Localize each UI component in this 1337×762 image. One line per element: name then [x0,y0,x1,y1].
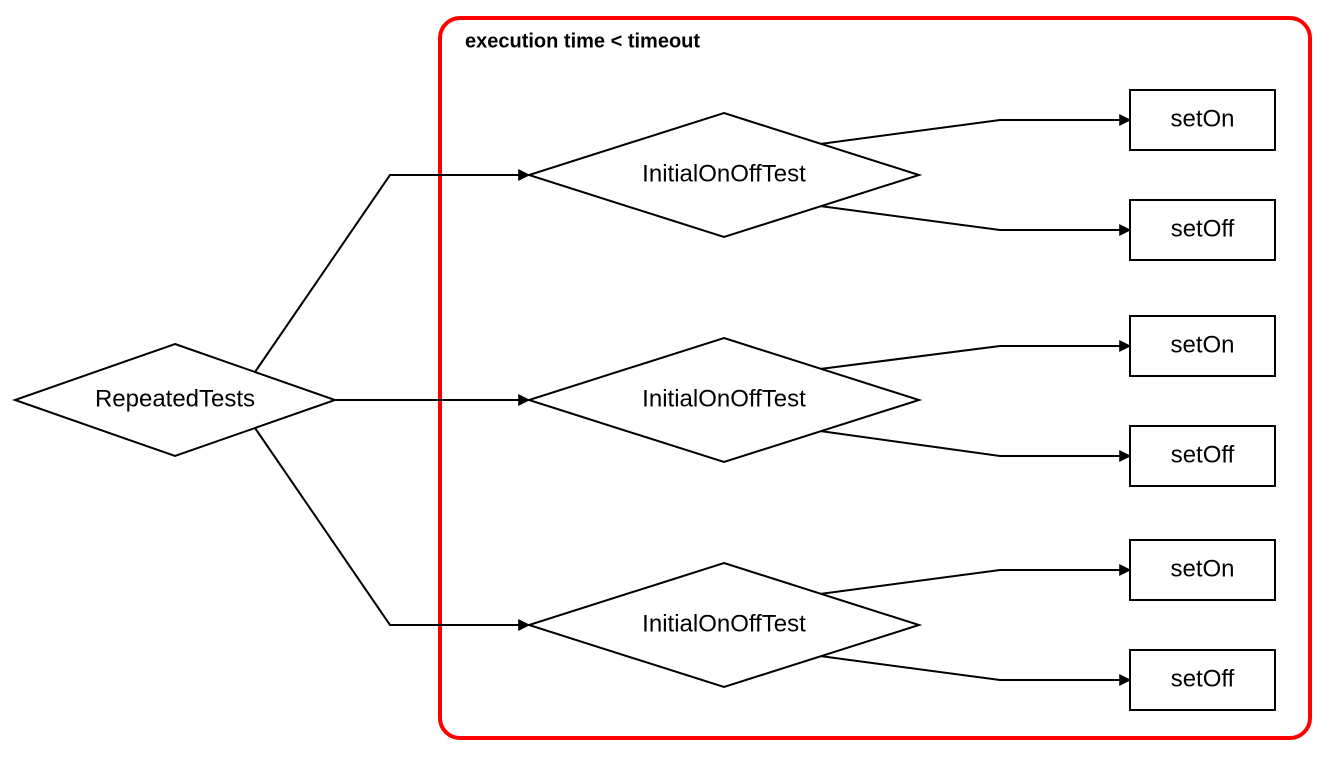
edge [255,175,529,372]
process-node: setOn [1130,316,1275,376]
node-label: InitialOnOffTest [642,160,806,187]
edge [820,431,1130,456]
node-label: setOn [1170,331,1234,358]
process-node: setOn [1130,540,1275,600]
node-label: InitialOnOffTest [642,610,806,637]
node-label: setOn [1170,105,1234,132]
node-label: InitialOnOffTest [642,385,806,412]
decision-node: RepeatedTests [15,344,335,456]
node-label: setOff [1171,215,1235,242]
decision-node: InitialOnOffTest [529,113,919,237]
node-label: setOff [1171,441,1235,468]
edge [820,346,1130,369]
edge [820,656,1130,680]
node-label: setOff [1171,665,1235,692]
process-node: setOff [1130,200,1275,260]
node-label: setOn [1170,555,1234,582]
decision-node: InitialOnOffTest [529,563,919,687]
diagram-canvas: execution time < timeout RepeatedTests Ini… [0,0,1337,762]
edge [255,428,529,625]
timeout-boundary-label: execution time < timeout [465,31,700,53]
edge [820,206,1130,230]
process-node: setOn [1130,90,1275,150]
edge [820,120,1130,144]
process-node: setOff [1130,650,1275,710]
node-label: RepeatedTests [95,385,255,412]
decision-node: InitialOnOffTest [529,338,919,462]
process-node: setOff [1130,426,1275,486]
edge [820,570,1130,594]
